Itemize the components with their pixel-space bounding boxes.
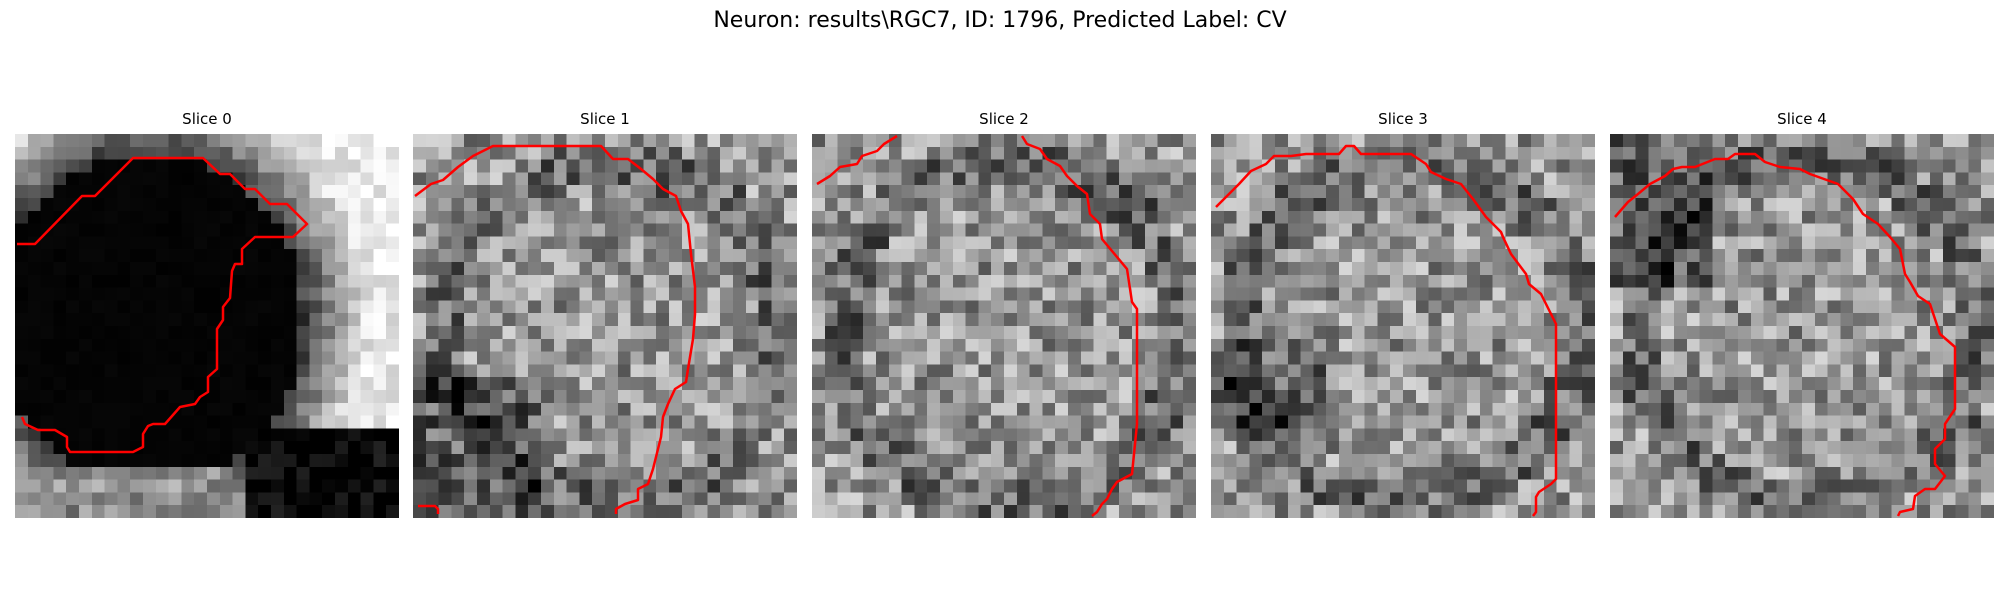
neuron-contour bbox=[1215, 144, 1558, 517]
slice-image bbox=[1211, 134, 1595, 518]
neuron-contour bbox=[816, 134, 898, 186]
contour-overlay bbox=[816, 134, 1139, 517]
neuron-contour bbox=[1614, 152, 1957, 517]
figure-title: Neuron: results\RGC7, ID: 1796, Predicte… bbox=[713, 8, 1287, 33]
slice-title: Slice 4 bbox=[1777, 110, 1827, 128]
contour-overlay bbox=[17, 156, 309, 454]
slice-image bbox=[1610, 134, 1994, 518]
neuron-contour-fragment bbox=[418, 504, 440, 514]
slice-image bbox=[413, 134, 797, 518]
contour-overlay bbox=[1215, 144, 1558, 517]
contour-overlay bbox=[414, 144, 697, 514]
contour-overlay bbox=[1614, 152, 1957, 517]
slice-title: Slice 0 bbox=[182, 110, 232, 128]
slice-image bbox=[812, 134, 1196, 518]
slice-title: Slice 2 bbox=[979, 110, 1029, 128]
slice-title: Slice 3 bbox=[1378, 110, 1428, 128]
slice-title: Slice 1 bbox=[580, 110, 630, 128]
neuron-contour bbox=[17, 156, 309, 454]
neuron-contour bbox=[414, 144, 697, 514]
neuron-contour bbox=[1020, 135, 1139, 517]
